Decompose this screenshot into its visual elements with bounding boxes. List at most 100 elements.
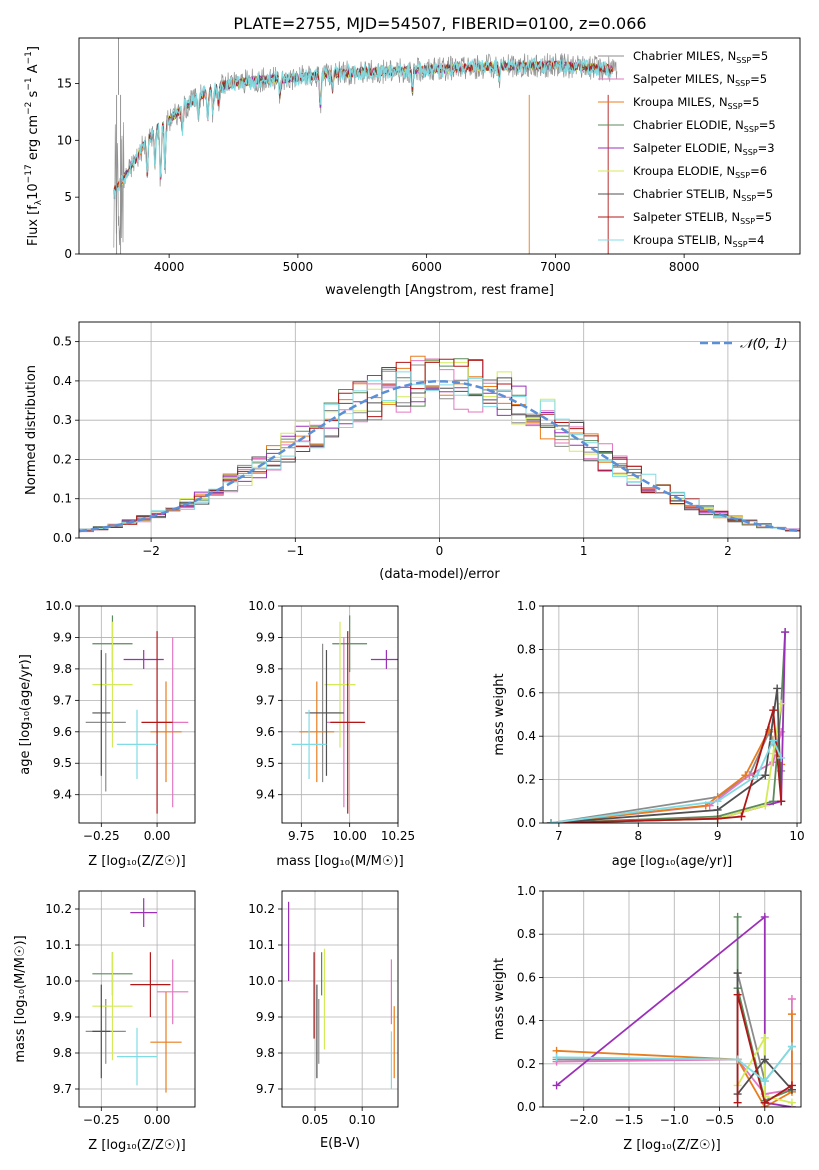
y-tick-label: 0.4 xyxy=(53,374,72,388)
y-tick-label: 9.7 xyxy=(256,1082,275,1096)
x-axis-label: Z [log₁₀(Z/Z☉)] xyxy=(88,1138,185,1153)
x-tick-label: 0 xyxy=(436,544,444,558)
x-axis-label: wavelength [Angstrom, rest frame] xyxy=(325,283,554,298)
spectrum-line xyxy=(113,56,614,199)
y-axis-label: mass weight xyxy=(492,958,507,1040)
x-tick-label: −0.5 xyxy=(705,1113,734,1127)
legend-entry-count: =4 xyxy=(748,233,765,247)
histogram-step xyxy=(79,371,800,531)
x-tick-label: −1.0 xyxy=(660,1113,689,1127)
weight-marker xyxy=(733,990,742,999)
mass-vs-metallicity-panel: −0.25 0.00 9.7 9.8 9.9 10.0 10.1 10.2 Z [log₁₀(Z… xyxy=(13,890,196,1153)
x-tick-label: −2.0 xyxy=(569,1113,598,1127)
x-tick-label: 10.25 xyxy=(381,829,415,843)
y-axis-label: Flux [fλ10−17 erg cm−2 s−1 A−1] xyxy=(24,46,44,246)
y-tick-label: 0.0 xyxy=(517,1100,536,1114)
legend-entry-count: =5 xyxy=(759,118,776,132)
legend-entry-subscript: SSP xyxy=(735,171,750,180)
x-axis-label: (data-model)/error xyxy=(379,567,500,582)
y-tick-label: 10.0 xyxy=(45,599,72,613)
weight-marker xyxy=(733,969,742,978)
y-tick-label: 0.2 xyxy=(53,452,72,466)
error-bars xyxy=(288,901,395,1089)
legend-entry-text: Chabrier ELODIE, N xyxy=(633,118,744,132)
x-tick-label: 5000 xyxy=(283,260,314,274)
y-tick-label: 9.7 xyxy=(53,693,72,707)
weight-marker xyxy=(781,628,790,637)
y-tick-label: 0.1 xyxy=(53,492,72,506)
legend-entry-subscript: SSP xyxy=(741,194,756,203)
x-axis-label: Z [log₁₀(Z/Z☉)] xyxy=(623,1138,720,1153)
legend-entry-subscript: SSP xyxy=(743,148,758,157)
residual-histogram-panel: −2 −1 0 1 2 0.0 0.1 0.2 0.3 0.4 0.5 (data-model)/er… xyxy=(24,321,801,582)
legend-entry-text: Chabrier STELIB, N xyxy=(633,187,741,201)
weight-marker xyxy=(787,1081,796,1090)
weight-marker xyxy=(773,684,782,693)
weight-marker xyxy=(546,819,555,823)
axes-frame xyxy=(542,605,802,824)
y-tick-label: 10.0 xyxy=(45,974,72,988)
weight-marker xyxy=(713,797,722,806)
legend-entry: Kroupa ELODIE, NSSP=6 xyxy=(633,164,767,180)
x-tick-label: 0.10 xyxy=(349,1113,376,1127)
x-tick-label: 8000 xyxy=(669,260,700,274)
y-tick-label: 9.8 xyxy=(53,662,72,676)
y-tick-label: 0.0 xyxy=(53,531,72,545)
y-axis-label-part: Flux [f xyxy=(26,205,41,246)
x-tick-label: 10 xyxy=(789,829,804,843)
x-tick-label: 4000 xyxy=(154,260,185,274)
weight-marker xyxy=(733,1055,742,1064)
weight-marker xyxy=(737,812,746,821)
weight-marker xyxy=(713,805,722,814)
figure-title: PLATE=2755, MJD=54507, FIBERID=0100, z=0… xyxy=(233,14,646,33)
y-tick-label: 15 xyxy=(57,76,72,90)
legend-entry-text: Salpeter ELODIE, N xyxy=(633,141,743,155)
y-tick-label: 0.8 xyxy=(517,642,536,656)
y-tick-label: 9.5 xyxy=(256,756,275,770)
legend-entry-count: =5 xyxy=(750,72,767,86)
x-tick-label: −1.5 xyxy=(614,1113,643,1127)
legend-entry: Kroupa MILES, NSSP=5 xyxy=(633,95,759,111)
y-axis-label-part: −2 xyxy=(24,102,34,115)
legend-entry-text: Kroupa MILES, N xyxy=(633,95,728,109)
y-tick-label: 9.9 xyxy=(53,630,72,644)
legend-entry-subscript: SSP xyxy=(744,125,759,134)
y-tick-label: 10.0 xyxy=(248,599,275,613)
legend-entry-count: =5 xyxy=(751,49,768,63)
axes-frame xyxy=(78,37,801,255)
x-tick-label: 1 xyxy=(580,544,588,558)
y-tick-label: 0.2 xyxy=(517,773,536,787)
weight-marker xyxy=(760,1055,769,1064)
weight-lines xyxy=(546,628,790,823)
legend-entry-count: =6 xyxy=(750,164,767,178)
legend-entry-subscript: SSP xyxy=(740,217,755,226)
weight-marker xyxy=(552,1053,561,1062)
y-axis-label: Normed distribution xyxy=(24,365,39,495)
y-axis-label-part: ] xyxy=(26,46,41,51)
y-tick-label: 9.7 xyxy=(256,693,275,707)
x-tick-label: −2 xyxy=(142,544,160,558)
legend-entry-text: Salpeter STELIB, N xyxy=(633,210,740,224)
mass-vs-ebv-panel: 0.05 0.10 9.7 9.8 9.9 10.0 10.1 10.2 E(B-V) xyxy=(248,890,399,1151)
weight-marker xyxy=(760,1077,769,1086)
weight-marker xyxy=(713,814,722,823)
x-tick-label: −0.25 xyxy=(83,1113,120,1127)
x-tick-label: 0.00 xyxy=(144,829,171,843)
legend-entry: Salpeter STELIB, NSSP=5 xyxy=(633,210,772,226)
legend-entry-count: =5 xyxy=(743,95,760,109)
x-axis-label: Z [log₁₀(Z/Z☉)] xyxy=(88,854,185,869)
x-tick-label: 0.00 xyxy=(144,1113,171,1127)
y-axis-label-part: λ xyxy=(34,199,44,205)
weight-marker xyxy=(753,771,762,780)
y-tick-label: 10.1 xyxy=(248,938,275,952)
weight-line xyxy=(556,1014,793,1107)
massweight-vs-age-panel: 7 8 9 10 0.0 0.2 0.4 0.6 0.8 1.0 age [log₁₀(age/yr… xyxy=(492,599,805,869)
x-tick-label: 7000 xyxy=(540,260,571,274)
weight-line xyxy=(550,631,786,823)
weight-marker xyxy=(787,1042,796,1051)
weight-marker xyxy=(769,706,778,715)
legend-entry-text: Kroupa ELODIE, N xyxy=(633,164,735,178)
y-tick-label: 0.5 xyxy=(53,335,72,349)
legend-entry-subscript: SSP xyxy=(735,79,750,88)
axes-frame xyxy=(281,605,399,824)
